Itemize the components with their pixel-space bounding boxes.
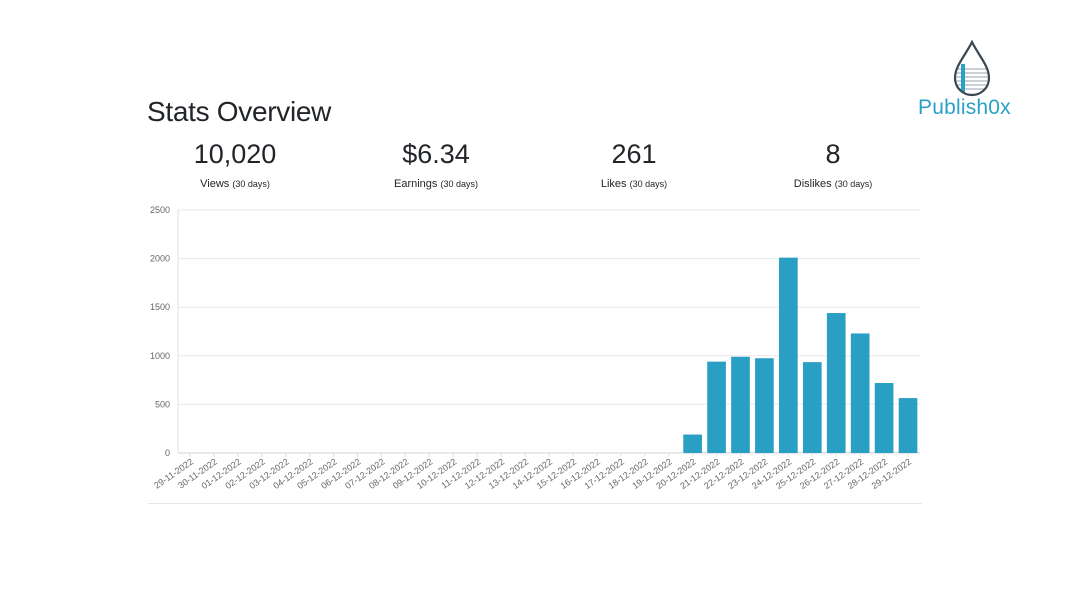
stat-period: (30 days) <box>629 179 668 189</box>
stat-value: 8 <box>825 139 841 169</box>
divider <box>148 503 922 504</box>
stat-period: (30 days) <box>440 179 478 189</box>
brand-name: Publish0x <box>918 96 1011 119</box>
stat-label: Earnings (30 days) <box>336 178 536 190</box>
stat-label-text: Likes <box>600 178 627 190</box>
y-tick-label: 2500 <box>150 205 170 215</box>
stat-label-text: Earnings <box>393 178 438 190</box>
bar <box>874 383 894 453</box>
y-tick-label: 500 <box>155 399 170 409</box>
stat-label-text: Dislikes <box>793 178 832 190</box>
y-tick-label: 0 <box>165 448 170 458</box>
stat-dislikes: 8 Dislikes (30 days) <box>733 138 933 190</box>
y-tick-label: 2000 <box>150 254 170 264</box>
bar <box>898 398 918 453</box>
bar <box>779 257 798 453</box>
stat-period: (30 days) <box>834 179 873 189</box>
y-tick-label: 1000 <box>150 351 170 361</box>
stat-views: 10,020 Views (30 days) <box>135 138 335 190</box>
stat-label: Dislikes (30 days) <box>733 178 933 190</box>
bar <box>850 333 870 453</box>
stat-value: $6.34 <box>402 139 470 169</box>
stat-likes: 261 Likes (30 days) <box>534 138 734 190</box>
bar <box>683 434 702 453</box>
stat-label: Likes (30 days) <box>534 178 734 190</box>
stat-label: Views (30 days) <box>135 178 335 190</box>
bar <box>755 358 774 453</box>
drop-icon <box>953 39 991 97</box>
page-title: Stats Overview <box>147 96 332 127</box>
stat-earnings: $6.34 Earnings (30 days) <box>336 138 536 190</box>
bar <box>826 313 846 453</box>
y-tick-label: 1500 <box>150 302 170 312</box>
bar <box>731 356 750 453</box>
stat-value: 261 <box>611 139 657 169</box>
bar <box>707 361 726 453</box>
stat-value: 10,020 <box>193 139 277 169</box>
publish0x-logo[interactable]: Publish0x <box>918 38 1030 124</box>
stat-period: (30 days) <box>232 179 270 189</box>
bar <box>802 362 822 453</box>
stat-label-text: Views <box>200 178 230 190</box>
